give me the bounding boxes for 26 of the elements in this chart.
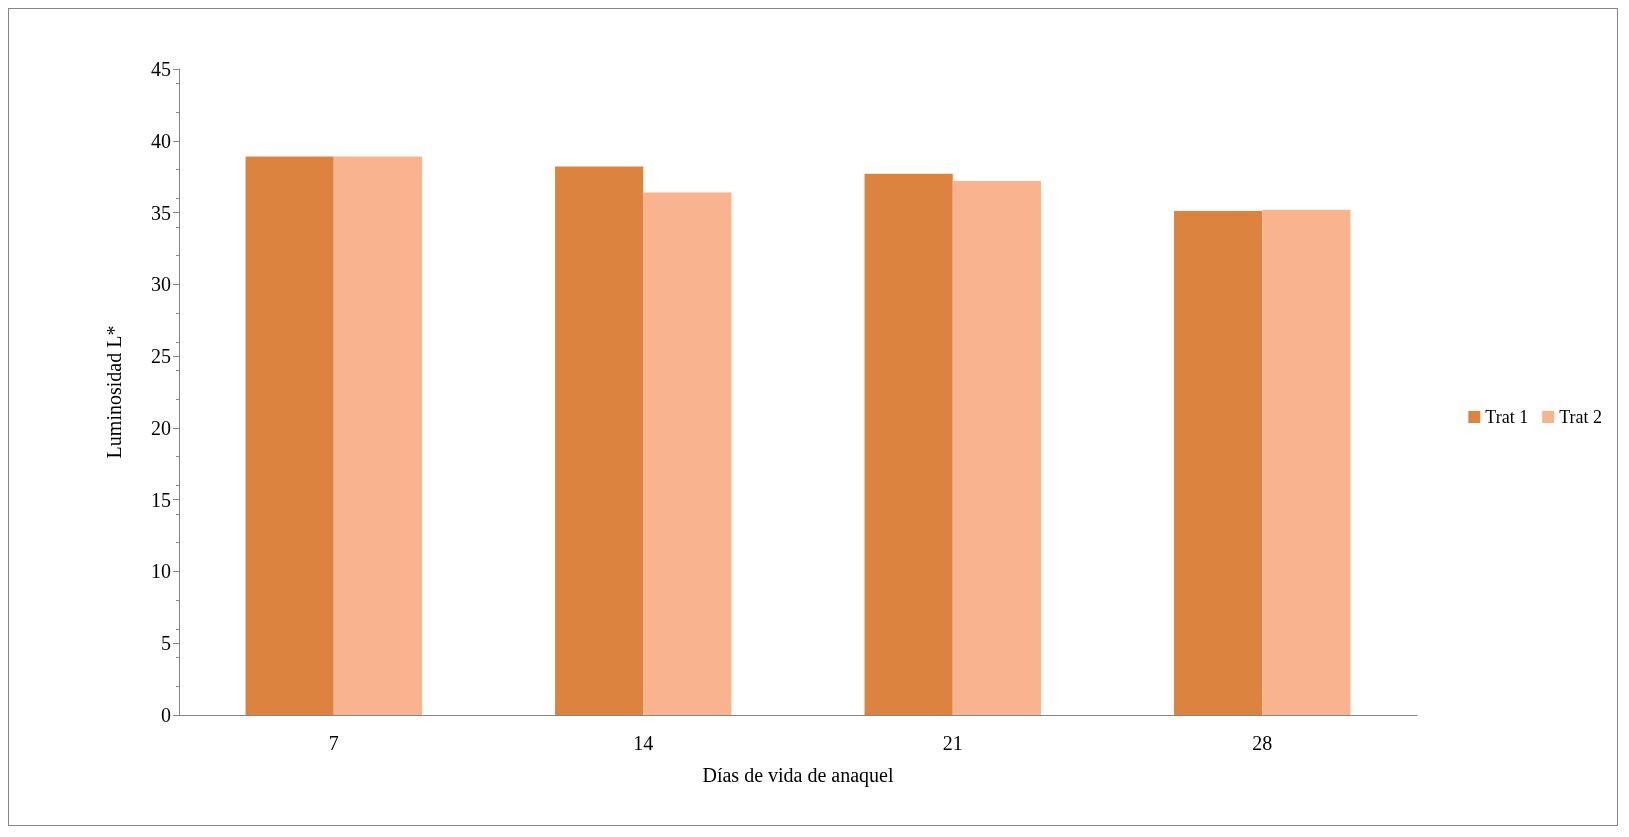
y-axis-title: Luminosidad L*	[103, 325, 125, 459]
y-tick-label: 20	[151, 416, 171, 439]
x-axis-title: Días de vida de anaquel	[702, 764, 894, 787]
legend-label: Trat 2	[1559, 407, 1603, 427]
bar	[1174, 211, 1263, 715]
y-tick-label: 45	[151, 58, 171, 80]
bar	[864, 173, 953, 715]
bar	[952, 180, 1041, 715]
legend-label: Trat 1	[1485, 407, 1529, 427]
y-tick-label: 25	[151, 345, 171, 368]
bar	[333, 156, 422, 715]
bar	[1262, 209, 1351, 715]
y-tick-label: 5	[161, 632, 171, 655]
y-tick-label: 35	[151, 201, 171, 224]
y-tick-label: 10	[151, 560, 171, 583]
x-tick-label: 21	[942, 732, 963, 754]
bar	[555, 166, 644, 715]
y-tick-label: 15	[151, 488, 171, 511]
y-tick-label: 0	[161, 704, 171, 726]
x-tick-label: 14	[633, 732, 654, 754]
bar	[245, 156, 334, 715]
y-tick-label: 40	[151, 129, 171, 152]
x-tick-label: 7	[328, 732, 339, 754]
x-tick-label: 28	[1252, 732, 1273, 754]
bar	[643, 192, 732, 715]
y-tick-label: 30	[151, 273, 171, 296]
